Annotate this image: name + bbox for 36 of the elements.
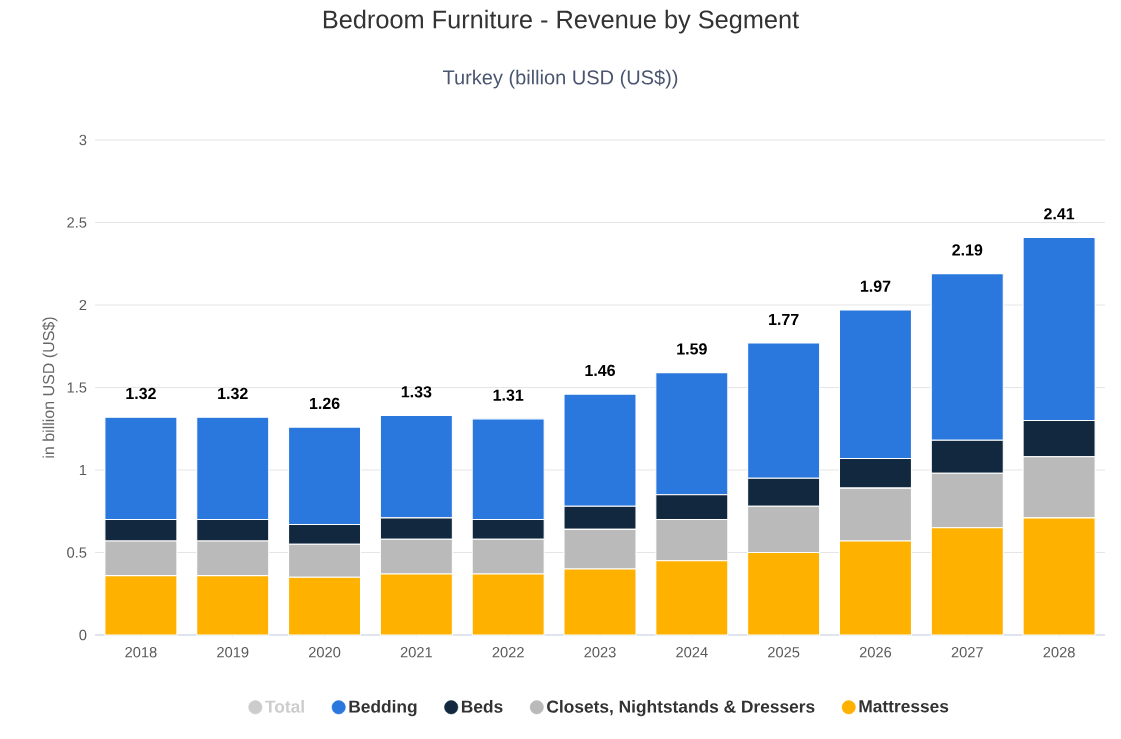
total-label: 1.59 (677, 343, 707, 355)
y-tick-label: 0 (79, 629, 87, 641)
y-tick-label: 3 (79, 134, 87, 146)
x-tick-label: 2028 (1043, 647, 1075, 658)
x-tick-label: 2025 (768, 647, 800, 658)
chart-subtitle: Turkey (billion USD (US$)) (442, 69, 678, 89)
y-tick-label: 1 (79, 464, 87, 476)
x-tick-label: 2019 (217, 647, 249, 658)
total-label: 2.41 (1044, 208, 1075, 220)
x-tick-label: 2023 (584, 647, 616, 658)
x-tick-label: 2022 (492, 647, 524, 658)
legend-label: Mattresses (859, 700, 949, 713)
total-label: 1.97 (860, 280, 891, 292)
y-tick-label: 1.5 (67, 382, 87, 393)
x-tick-label: 2027 (951, 647, 983, 658)
x-tick-label: 2026 (859, 647, 892, 658)
legend-label: Beds (461, 699, 503, 713)
total-label: 1.77 (769, 313, 799, 325)
y-tick-label: 2 (79, 299, 87, 311)
x-tick-label: 2024 (676, 647, 708, 658)
chart-title: Bedroom Furniture - Revenue by Segment (323, 9, 799, 34)
y-tick-label: 2.5 (67, 217, 87, 228)
total-label: 1.26 (309, 397, 340, 410)
x-tick-label: 2021 (400, 647, 432, 658)
total-label: 1.33 (401, 386, 432, 398)
total-label: 1.32 (218, 387, 248, 400)
legend-label: Bedding (349, 699, 417, 717)
x-tick-label: 2020 (308, 647, 341, 658)
total-label: 1.31 (493, 389, 524, 401)
total-label: 2.19 (952, 244, 983, 256)
x-tick-label: 2018 (125, 647, 157, 658)
total-label: 1.32 (126, 387, 156, 400)
y-tick-label: 0.5 (67, 547, 87, 558)
total-label: 1.46 (585, 364, 615, 377)
y-axis-title: in billion USD (US$) (42, 317, 58, 458)
legend-label: Closets, Nightstands & Dressers (547, 699, 815, 717)
